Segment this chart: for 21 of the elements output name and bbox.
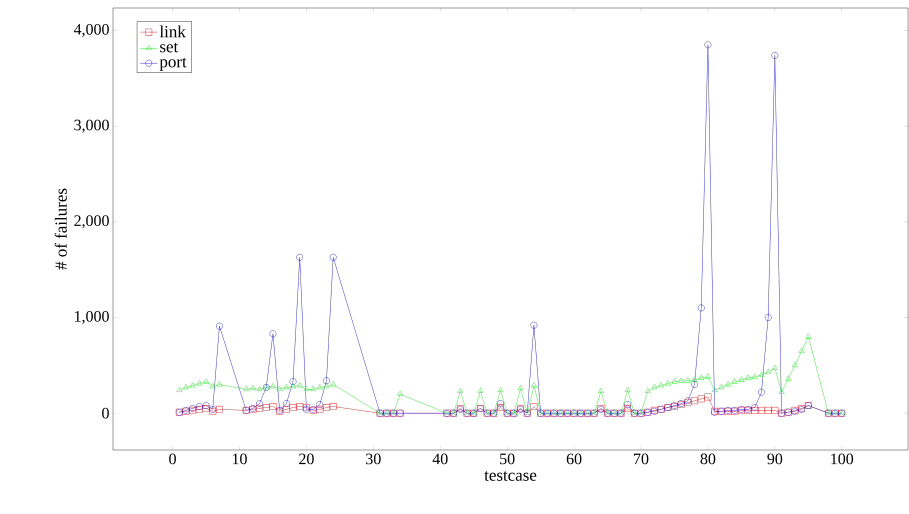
y-tick-label: 1,000 <box>75 310 109 324</box>
legend-label: link <box>160 25 186 38</box>
x-tick-label: 80 <box>700 454 716 464</box>
x-tick-label: 0 <box>169 454 176 464</box>
y-axis-title: # of failures <box>54 188 67 270</box>
x-tick-label: 50 <box>500 454 515 464</box>
x-tick-label: 20 <box>299 454 314 464</box>
legend-label: port <box>160 58 187 71</box>
y-tick-label: 2,000 <box>74 215 109 228</box>
legend-label: set <box>160 42 178 52</box>
y-tick-label: 3,000 <box>74 120 109 133</box>
x-tick-label: 100 <box>831 454 854 464</box>
x-axis-title: testcase <box>484 471 536 481</box>
x-tick-label: 70 <box>634 454 648 464</box>
x-tick-label: 10 <box>232 454 247 464</box>
y-tick-label: 4,000 <box>74 24 109 38</box>
x-tick-label: 60 <box>566 454 582 464</box>
x-tick-label: 90 <box>767 454 782 464</box>
y-tick-label: 0 <box>102 408 109 419</box>
x-tick-label: 30 <box>366 454 381 464</box>
x-tick-label: 40 <box>432 454 448 464</box>
